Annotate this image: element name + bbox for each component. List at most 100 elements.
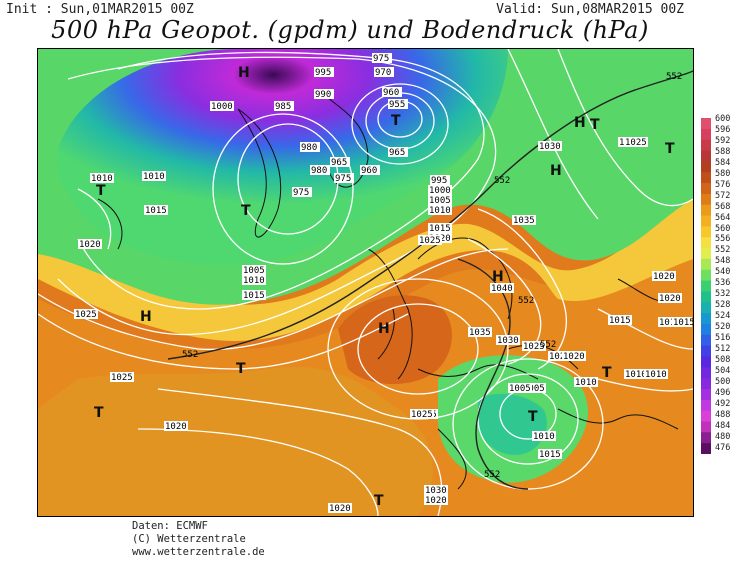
isohypse-labels: 552 552 552 552 552 552 — [182, 72, 682, 480]
color-scale-swatch — [701, 258, 711, 271]
pressure-label: 965 — [331, 158, 347, 168]
pressure-label: 1020 — [79, 240, 101, 250]
low-center: T — [94, 405, 104, 421]
pressure-label: 1010 — [575, 378, 597, 388]
color-scale-label: 496 — [715, 387, 731, 398]
pressure-label: 1010 — [625, 370, 647, 380]
pressure-label: 1020 — [563, 352, 585, 362]
pressure-label: 995 — [431, 176, 447, 186]
pressure-label: 1005 — [429, 196, 451, 206]
high-center: H — [140, 309, 152, 325]
color-scale-swatch — [701, 248, 711, 260]
color-scale-label: 504 — [715, 365, 731, 376]
pressure-label: 1015 — [539, 450, 561, 460]
color-scale-swatch — [701, 183, 711, 195]
pressure-label: 980 — [301, 143, 317, 153]
color-scale-swatch — [701, 356, 711, 368]
pressure-label: 1020 — [165, 422, 187, 432]
pressure-label: 1005 — [243, 266, 265, 276]
init-time: Init : Sun,01MAR2015 00Z — [6, 2, 194, 17]
field-yellow — [38, 199, 693, 341]
pressure-label: 995 — [315, 68, 331, 78]
credit-copyright: (C) Wetterzentrale — [132, 533, 246, 545]
color-scale-label: 516 — [715, 333, 731, 344]
color-scale-label: 580 — [715, 168, 731, 179]
low-center: T — [241, 203, 251, 219]
color-scale-swatch — [701, 128, 711, 141]
low-center: T — [602, 365, 612, 381]
color-scale-swatch — [701, 237, 711, 249]
pressure-label: 975 — [293, 188, 309, 198]
pressure-label: 1035 — [469, 328, 491, 338]
color-scale-label: 552 — [715, 245, 731, 256]
credit-data-source: Daten: ECMWF — [132, 520, 208, 532]
color-scale-label: 476 — [715, 442, 731, 453]
pressure-label: 980 — [311, 166, 327, 176]
isohypse-label: 552 — [666, 72, 682, 82]
pressure-label: 1010 — [645, 370, 667, 380]
credits: Daten: ECMWF (C) Wetterzentrale www.wett… — [132, 520, 265, 559]
color-scale-swatch — [701, 432, 711, 444]
high-center: H — [574, 115, 586, 131]
color-scale — [701, 118, 711, 454]
pressure-label: 1020 — [659, 294, 681, 304]
color-scale-label: 600 — [715, 114, 731, 124]
pressure-label: 1020 — [329, 504, 351, 514]
pressure-label: 1025 — [111, 373, 133, 383]
color-scale-swatch — [701, 280, 711, 292]
pressure-label: 1030 — [497, 336, 519, 346]
isohypse-552-north — [167, 70, 693, 360]
pressure-label: 1005 — [523, 384, 545, 394]
low-center: T — [391, 113, 401, 129]
pressure-label: 1020 — [425, 496, 447, 506]
color-scale-swatch — [701, 313, 711, 325]
color-scale-swatch — [701, 204, 711, 217]
isohypse-label: 552 — [494, 176, 510, 186]
pressure-label: 1020 — [549, 352, 571, 362]
pressure-label: 1030 — [425, 486, 447, 496]
high-center: H — [492, 269, 504, 285]
pressure-label: 960 — [383, 88, 399, 98]
color-scale-label: 484 — [715, 420, 731, 431]
pressure-label: 1025 — [75, 310, 97, 320]
low-center: T — [236, 361, 246, 377]
pressure-label: 1005 — [509, 384, 531, 394]
color-scale-swatch — [701, 388, 711, 401]
color-scale-label: 528 — [715, 300, 731, 311]
color-scale-label: 556 — [715, 234, 731, 245]
color-scale-swatch — [701, 193, 711, 206]
credit-website: www.wetterzentrale.de — [132, 546, 265, 558]
pressure-label: 1000 — [211, 102, 233, 112]
pressure-labels: 975 970 960 955 995 990 985 1000 980 975… — [74, 53, 693, 514]
pressure-label: 970 — [375, 68, 391, 78]
color-scale-swatch — [701, 399, 711, 412]
low-center: T — [528, 409, 538, 425]
color-scale-label: 536 — [715, 278, 731, 289]
color-scale-swatch — [701, 410, 711, 422]
color-scale-swatch — [701, 334, 711, 347]
pressure-label: 990 — [315, 90, 331, 100]
field-ridge-core — [338, 295, 452, 384]
low-center: T — [96, 183, 106, 199]
color-scale-swatch — [701, 172, 711, 184]
color-scale-label: 564 — [715, 212, 731, 223]
low-center: T — [590, 117, 600, 133]
color-scale-label: 560 — [715, 223, 731, 234]
pressure-label: 1015 — [609, 316, 631, 326]
color-scale-swatch — [701, 291, 711, 303]
color-scale-label: 500 — [715, 376, 731, 387]
color-scale-label: 572 — [715, 190, 731, 201]
color-scale-label: 492 — [715, 398, 731, 409]
pressure-label: 985 — [275, 102, 291, 112]
color-scale-swatch — [701, 302, 711, 314]
color-scale-label: 488 — [715, 409, 731, 420]
color-scale-swatch — [701, 345, 711, 357]
pressure-label: 1015 — [673, 318, 693, 328]
pressure-label: 1010 — [143, 172, 165, 182]
color-scale-swatch — [701, 323, 711, 336]
pressure-label: 1015 — [145, 206, 167, 216]
weather-map: 975 970 960 955 995 990 985 1000 980 975… — [37, 48, 694, 517]
isohypse-label: 552 — [540, 340, 556, 350]
pressure-label: 1010 — [533, 432, 555, 442]
pressure-label: 965 — [389, 148, 405, 158]
